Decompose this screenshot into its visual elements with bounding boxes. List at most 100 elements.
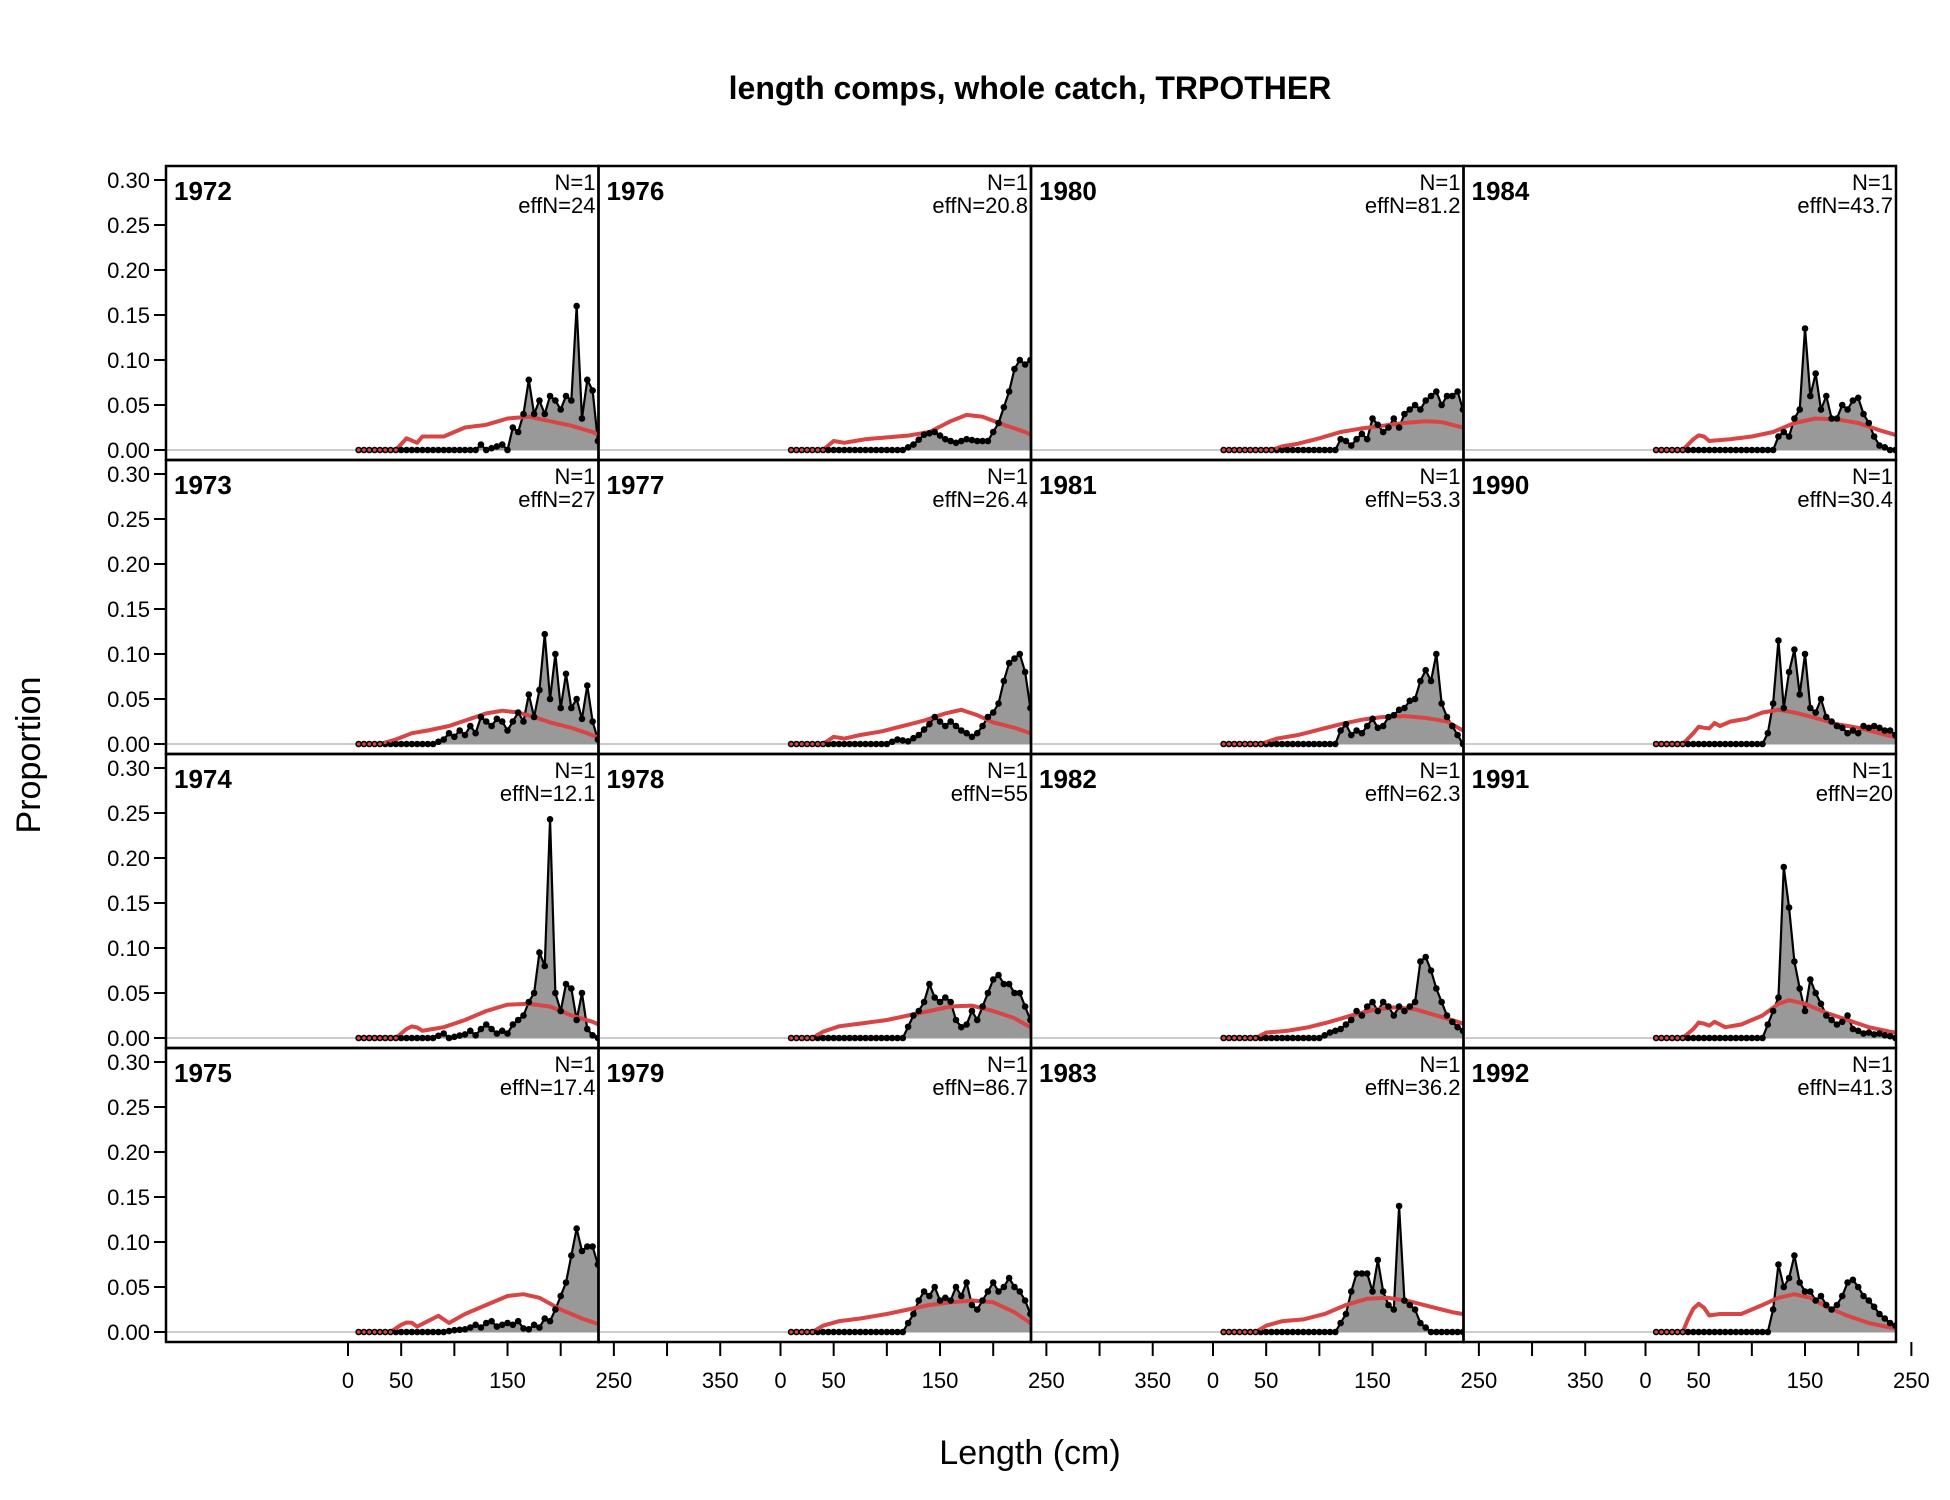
observed-point [867, 1034, 875, 1042]
observed-point [583, 682, 591, 689]
expected-point [1243, 448, 1247, 452]
expected-point [1488, 1316, 1492, 1320]
observed-point [1401, 1007, 1408, 1015]
observed-point [1353, 727, 1360, 734]
observed-point [1695, 446, 1702, 454]
expected-point [1317, 1313, 1322, 1318]
observed-point [1919, 1035, 1926, 1042]
observed-point [867, 740, 875, 748]
observed-point [498, 1027, 506, 1035]
observed-point [851, 1328, 859, 1336]
expected-point [1306, 439, 1311, 443]
observed-point [1278, 446, 1286, 454]
panel-n: N=1 [1852, 464, 1893, 489]
observed-point [1924, 1329, 1931, 1336]
observed-point [445, 446, 453, 454]
expected-point [1275, 446, 1279, 451]
observed-line [791, 358, 1031, 452]
expected-point [1237, 742, 1242, 746]
observed-point [910, 1310, 917, 1318]
expected-point [1702, 434, 1706, 439]
expected-point [847, 1318, 852, 1322]
expected-point [1739, 1022, 1744, 1027]
observed-point [509, 1021, 517, 1028]
observed-point [1337, 435, 1344, 443]
observed-point [1838, 1018, 1846, 1026]
observed-point [1268, 1034, 1275, 1042]
panel-effn: effN=24 [518, 193, 595, 218]
expected-point [826, 738, 831, 743]
observed-point [1711, 740, 1718, 748]
expected-point [1766, 431, 1770, 435]
x-tick-label: 350 [1567, 1368, 1604, 1393]
panel-year: 1981 [1039, 470, 1097, 500]
observed-point [1316, 1034, 1323, 1042]
observed-point [1935, 741, 1942, 748]
expected-point [383, 448, 388, 452]
expected-point [1322, 1312, 1327, 1316]
observed-point [862, 1034, 869, 1042]
expected-point [890, 1311, 894, 1315]
expected-point [1675, 742, 1680, 746]
observed-point [1929, 1035, 1936, 1042]
expected-point [901, 434, 905, 438]
observed-point [1422, 397, 1429, 404]
x-tick-label: 350 [1134, 1368, 1171, 1393]
observed-point [1358, 729, 1366, 737]
expected-point [399, 1031, 403, 1036]
observed-point [461, 1326, 469, 1333]
observed-point [504, 1319, 511, 1327]
observed-point [1854, 394, 1862, 402]
y-tick-label: 0.30 [107, 168, 150, 193]
expected-point [1915, 1034, 1919, 1038]
expected-point [394, 1326, 398, 1331]
expected-point [410, 1024, 414, 1029]
panel-effn: effN=20 [1816, 781, 1893, 806]
observed-point [1812, 370, 1819, 377]
observed-point [1342, 1310, 1350, 1318]
panel-plot-area [1031, 953, 1464, 1042]
observed-point [1326, 446, 1334, 454]
observed-point [397, 446, 405, 454]
observed-point [1748, 446, 1756, 454]
panel-effn: effN=26.4 [932, 487, 1028, 512]
observed-point [1854, 1027, 1862, 1035]
observed-point [1935, 1329, 1942, 1336]
observed-point [973, 729, 981, 737]
expected-point [441, 434, 446, 439]
observed-point [1849, 1025, 1857, 1033]
expected-point [1910, 1034, 1914, 1038]
observed-point [1427, 1328, 1435, 1336]
expected-point [1734, 718, 1738, 723]
observed-point [1454, 1023, 1461, 1031]
observed-point [1310, 1034, 1318, 1042]
x-tick-label: 150 [1787, 1368, 1824, 1393]
panel-n: N=1 [987, 758, 1028, 783]
expected-point [388, 739, 393, 743]
observed-point [1262, 1034, 1270, 1042]
observed-point [1289, 740, 1297, 748]
observed-point [1929, 1329, 1936, 1336]
observed-point [1860, 1030, 1867, 1037]
observed-point [1684, 446, 1692, 454]
observed-point [1876, 1310, 1883, 1318]
observed-point [1743, 1328, 1750, 1336]
x-tick-label: 50 [389, 1368, 413, 1393]
expected-point [431, 1316, 435, 1321]
observed-point [841, 1328, 848, 1336]
observed-point [1016, 356, 1024, 364]
observed-point [1924, 447, 1931, 454]
observed-point [1796, 691, 1804, 698]
expected-point [842, 1023, 847, 1028]
observed-point [600, 438, 607, 445]
observed-point [456, 446, 463, 454]
observed-point [888, 446, 896, 454]
panel-effn: effN=53.3 [1365, 487, 1461, 512]
expected-point [367, 1036, 372, 1040]
observed-point [1032, 1028, 1039, 1035]
y-tick-label: 0.25 [107, 507, 150, 532]
observed-point [1273, 740, 1281, 748]
observed-point [1759, 446, 1766, 454]
expected-point [1439, 1307, 1444, 1312]
